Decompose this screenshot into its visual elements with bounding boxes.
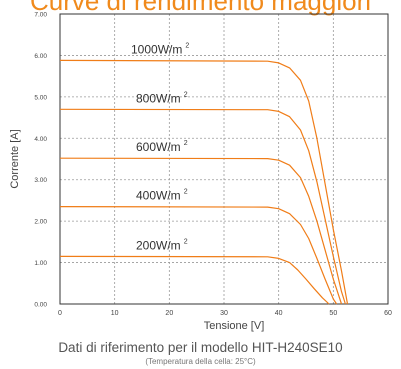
x-tick-label: 30 [220,310,228,317]
iv-curve-chart: 0 10 20 30 40 50 60 0.00 1.00 2.00 3.00 4.00 5.00 6.0… [9,12,392,333]
x-tick-label: 60 [384,310,392,317]
y-tick-label: 2.00 [34,219,47,226]
y-tick-label: 1.00 [34,260,47,267]
series-label: 200W/m 2 [136,238,188,252]
x-tick-label: 20 [165,310,173,317]
y-tick-label: 4.00 [34,136,47,143]
y-tick-label: 0.00 [34,302,47,309]
series-label: 1000W/m 2 [131,42,189,56]
series-line [59,59,349,305]
series-line [59,157,343,305]
plot-frame [59,13,389,305]
y-tick-label: 7.00 [34,12,47,19]
x-tick-label: 10 [111,310,119,317]
page-title: Curve di rendimento maggiori [29,0,372,16]
series-line [59,255,330,305]
x-tick-label: 50 [329,310,337,317]
x-axis-label: Tensione [V] [204,320,265,332]
series-label: 600W/m 2 [136,140,188,154]
chart-caption: Dati di riferimento per il modello HIT-H… [58,340,343,355]
chart-caption-note: (Temperatura della cella: 25°C) [145,357,256,366]
series-label: 400W/m 2 [136,189,188,203]
y-tick-label: 6.00 [34,53,47,60]
y-tick-label: 3.00 [34,177,47,184]
series-line [59,108,346,305]
series-line [59,206,338,305]
series-label: 800W/m 2 [136,91,188,105]
x-tick-label: 0 [58,310,62,317]
x-tick-label: 40 [275,310,283,317]
y-axis-label: Corrente [A] [9,129,21,188]
y-tick-label: 5.00 [34,94,47,101]
